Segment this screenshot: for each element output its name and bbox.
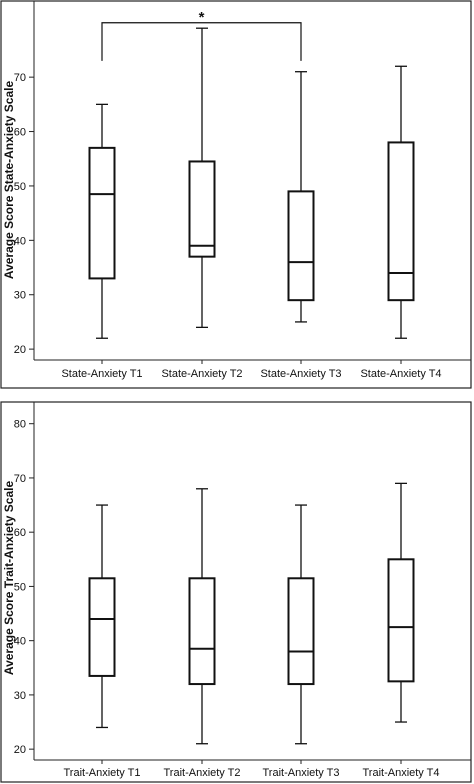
y-tick-label: 50: [14, 181, 26, 193]
y-axis-label: Average Score Trait-Anxiety Scale: [2, 481, 16, 676]
y-tick-label: 40: [14, 235, 26, 247]
x-category-label: State-Anxiety T4: [360, 368, 441, 380]
y-tick-label: 40: [14, 636, 26, 648]
y-tick-label: 60: [14, 527, 26, 539]
significance-bracket: [101, 22, 302, 61]
y-ticks: 20 30 40 50 60 70: [14, 72, 34, 356]
state-anxiety-panel: Average Score State-Anxiety Scale 20 30 40…: [0, 0, 472, 389]
x-category-label: Trait-Anxiety T1: [63, 767, 140, 779]
x-category-label: State-Anxiety T2: [161, 368, 242, 380]
annotations: *: [101, 9, 302, 61]
y-tick-label: 70: [14, 72, 26, 84]
x-category-label: Trait-Anxiety T4: [362, 767, 439, 779]
x-category-labels: Trait-Anxiety T1 Trait-Anxiety T2 Trait-An…: [63, 760, 440, 779]
panel-frame: [0, 401, 472, 783]
y-tick-label: 50: [14, 581, 26, 593]
y-tick-label: 20: [14, 744, 26, 756]
box: [387, 558, 415, 683]
significance-marker: *: [199, 9, 205, 26]
x-category-label: State-Anxiety T1: [61, 368, 142, 380]
y-tick-label: 70: [14, 473, 26, 485]
boxes: [88, 482, 415, 745]
boxes: [88, 27, 415, 339]
y-axis-label: Average Score State-Anxiety Scale: [2, 81, 16, 280]
y-tick-label: 20: [14, 344, 26, 356]
y-tick-label: 60: [14, 127, 26, 139]
box: [188, 577, 216, 686]
box: [287, 190, 315, 302]
x-category-label: State-Anxiety T3: [260, 368, 341, 380]
trait-anxiety-panel: Average Score Trait-Anxiety Scale 20 30 40…: [0, 401, 472, 783]
box: [287, 577, 315, 686]
panel-frame: [0, 0, 472, 389]
y-tick-label: 30: [14, 290, 26, 302]
y-tick-label: 30: [14, 690, 26, 702]
x-category-label: Trait-Anxiety T2: [163, 767, 240, 779]
box: [387, 141, 415, 302]
x-category-label: Trait-Anxiety T3: [262, 767, 339, 779]
box: [188, 160, 216, 258]
x-category-labels: State-Anxiety T1 State-Anxiety T2 State-An…: [61, 360, 442, 380]
y-tick-label: 80: [14, 419, 26, 431]
box: [88, 577, 116, 677]
box: [88, 146, 116, 280]
y-ticks: 20 30 40 50 60 70 80: [14, 419, 34, 756]
